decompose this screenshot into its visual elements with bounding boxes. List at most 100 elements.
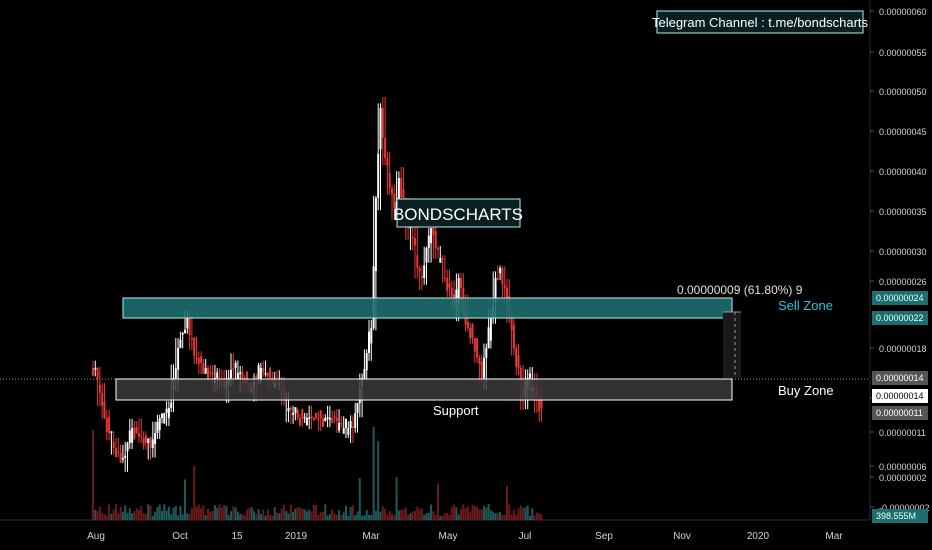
candle-body [480,361,483,378]
volume-bar [92,430,94,520]
volume-bar [308,509,311,520]
candle-body [108,416,111,433]
candle-body [483,357,485,378]
volume-bar [478,509,481,520]
x-tick-label: Oct [172,531,188,542]
price-label: 0.00000024 [876,293,924,303]
volume-bar [434,514,437,520]
volume-bar [151,515,154,520]
volume-bar [506,485,508,520]
y-tick-label: 0.00000026 [879,277,927,287]
candle-body [294,407,297,413]
volume-bar [386,514,389,520]
x-tick-label: 15 [231,531,243,542]
volume-bar [432,511,435,520]
volume-bar [285,511,288,520]
candle-body [292,413,295,415]
candle-body [338,423,341,431]
volume-bar [197,504,200,520]
volume-bar [216,507,219,520]
candle-body [351,426,354,429]
volume-bar [517,508,520,520]
volume-bar [294,508,297,520]
volume-bar [299,507,301,520]
volume-bar [138,510,140,520]
volume-bar [347,515,350,520]
candle-body [379,108,382,150]
buy-zone[interactable] [115,378,733,401]
volume-bar [271,515,274,520]
volume-bar [379,511,382,520]
candle-body [328,418,331,420]
volume-bar [404,507,407,520]
volume-bar [211,510,214,520]
candle-body [264,373,267,375]
candle-body [517,355,520,368]
volume-bar [112,509,115,520]
volume-bar [427,513,430,520]
candle-body [266,373,269,377]
volume-bar [391,513,393,520]
candle-body [188,318,191,336]
candle-body [184,329,186,333]
candle-body [301,408,304,418]
x-tick-label: Jul [519,531,532,542]
volume-bar [335,514,338,520]
volume-bar [225,506,228,520]
y-tick-label: 0.00000040 [879,167,927,177]
volume-bar [393,514,396,520]
volume-bar [181,514,184,520]
candle-body [216,372,219,378]
volume-bar [315,504,318,520]
candle-body [476,338,479,358]
candle-body [430,228,433,244]
candle-body [538,398,541,412]
candle-body [487,327,490,348]
volume-bar [420,508,423,520]
candle-body [105,418,108,432]
candle-body [333,416,336,419]
x-tick-label: Nov [673,531,691,542]
candle-body [437,248,439,250]
candle-body [326,417,329,419]
sell-zone[interactable] [122,297,733,319]
volume-bar [161,510,163,520]
volume-bar [121,511,124,520]
volume-bar [331,509,334,520]
brand-badge [396,198,521,228]
volume-bar [494,513,497,520]
candle-body [103,402,106,418]
volume-bar [301,508,304,520]
volume-bar [236,511,239,520]
candle-body [374,198,377,271]
volume-bar [443,513,446,520]
candle-body [138,433,140,437]
candle-body [142,438,145,446]
candle-body [287,408,290,412]
candle-body [179,339,182,348]
volume-bar [473,506,476,520]
volume-bar [276,512,278,520]
volume-bar [522,508,525,520]
volume-bar [234,507,237,520]
volume-bar [400,510,403,520]
buy-zone-label: Buy Zone [778,383,834,398]
volume-bar [460,509,462,520]
volume-bar [358,478,361,520]
volume-bar [462,504,465,520]
x-tick-label: Sep [595,531,613,542]
candle-body [331,418,334,424]
volume-bar [483,505,485,520]
volume-bar [430,504,433,520]
candle-body [469,328,472,339]
candle-body [519,368,522,379]
volume-bar [349,506,352,520]
candle-body [115,448,117,458]
volume-bar [531,508,534,520]
volume-bar [356,511,359,520]
volume-bar [515,514,518,520]
y-tick-label: 0.00000030 [879,247,927,257]
volume-bar [540,514,543,520]
candle-body [363,368,366,378]
